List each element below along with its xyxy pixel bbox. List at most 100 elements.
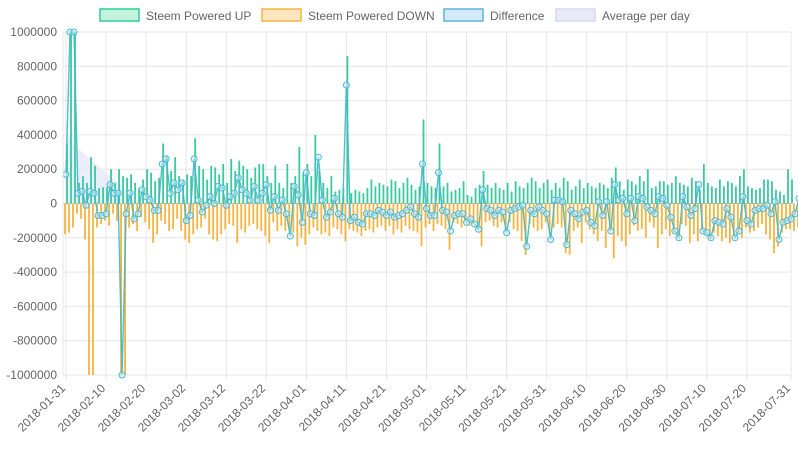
legend-item[interactable]: Average per day (555, 8, 690, 23)
bar-powered-up (158, 177, 161, 204)
difference-point (90, 189, 98, 197)
bar-powered-up (771, 181, 773, 204)
difference-point (162, 155, 170, 163)
bar-powered-down (512, 203, 515, 230)
difference-point (791, 210, 798, 218)
bar-powered-up (322, 182, 325, 204)
bar-powered-down (232, 203, 235, 226)
bar-powered-down (156, 203, 159, 235)
bar-powered-up (606, 188, 609, 204)
bar-powered-up (390, 179, 393, 204)
bar-powered-down (464, 203, 467, 219)
bar-powered-down (260, 203, 263, 231)
bar-powered-down (476, 203, 479, 230)
bar-powered-up (190, 176, 193, 204)
y-tick-label: -400000 (13, 265, 57, 279)
difference-point (358, 220, 366, 228)
bar-powered-down (640, 203, 643, 230)
difference-point (435, 169, 443, 177)
difference-point (739, 193, 747, 201)
bar-powered-up (594, 188, 597, 204)
bar-powered-up (358, 191, 361, 204)
legend-item[interactable]: Difference (443, 8, 545, 23)
bar-powered-down (676, 203, 679, 238)
difference-point (190, 155, 198, 163)
difference-point (282, 210, 290, 218)
bar-powered-down (624, 203, 627, 247)
bar-powered-down (704, 203, 707, 235)
bar-powered-down (272, 203, 275, 223)
difference-point (342, 81, 350, 89)
bar-powered-down (412, 203, 415, 231)
bar-powered-up (314, 134, 317, 204)
bar-powered-up (779, 191, 781, 204)
bar-powered-up (662, 181, 665, 204)
legend-swatch (443, 8, 484, 22)
bar-powered-down (280, 203, 283, 226)
difference-point (599, 212, 607, 220)
difference-point (78, 187, 86, 195)
average-series (66, 131, 143, 204)
difference-point (222, 201, 230, 209)
bar-powered-up (787, 169, 789, 204)
difference-point (326, 208, 334, 216)
difference-point (639, 194, 647, 202)
bar-powered-down (636, 203, 639, 231)
bar-powered-up (510, 191, 513, 204)
bar-powered-down (84, 203, 86, 240)
bar-powered-down (140, 203, 143, 218)
bar-powered-down (656, 203, 659, 249)
y-tick-label: 600000 (17, 94, 57, 108)
bar-powered-down (608, 203, 611, 231)
difference-point (106, 181, 114, 189)
bar-powered-down (749, 203, 751, 233)
bar-powered-up (250, 177, 253, 204)
bar-powered-down (268, 203, 271, 243)
bar-powered-up (562, 177, 565, 204)
bar-powered-up (530, 177, 533, 204)
bar-powered-down (224, 203, 227, 230)
difference-point (627, 194, 635, 202)
bar-powered-up (747, 186, 749, 204)
legend-item[interactable]: Steem Powered DOWN (261, 8, 435, 23)
bar-powered-up (602, 184, 605, 204)
legend-item[interactable]: Steem Powered UP (99, 8, 251, 23)
bar-powered-up (646, 169, 649, 204)
difference-point (487, 206, 495, 214)
bar-powered-up (650, 188, 653, 204)
bar-powered-up (98, 188, 100, 204)
bar-powered-down (208, 203, 211, 235)
difference-point (559, 198, 567, 206)
bar-powered-up (258, 164, 261, 204)
bar-powered-down (80, 203, 82, 219)
legend-label: Steem Powered UP (146, 9, 251, 23)
difference-point (671, 227, 679, 235)
bar-powered-up (462, 181, 465, 204)
bar-powered-up (278, 182, 281, 204)
difference-point (443, 208, 451, 216)
legend[interactable]: Steem Powered UP Steem Powered DOWN Differ… (99, 8, 690, 23)
bar-powered-down (548, 203, 551, 235)
bar-powered-up (150, 172, 153, 204)
difference-point (154, 206, 162, 214)
bar-powered-up (378, 182, 381, 204)
bar-powered-up (70, 32, 72, 204)
bar-powered-up (791, 179, 793, 204)
difference-point (479, 186, 487, 194)
bar-powered-down (360, 203, 363, 237)
difference-point (62, 170, 70, 178)
bar-powered-up (598, 182, 601, 204)
difference-point (595, 198, 603, 206)
difference-point (386, 208, 394, 216)
difference-point (338, 213, 346, 221)
bar-powered-down (556, 203, 559, 225)
difference-point (471, 220, 479, 228)
bar-powered-up (310, 176, 313, 204)
difference-point (414, 213, 422, 221)
difference-point (651, 210, 659, 218)
bar-powered-up (735, 186, 737, 204)
bar-powered-down (328, 203, 331, 237)
difference-point (603, 198, 611, 206)
